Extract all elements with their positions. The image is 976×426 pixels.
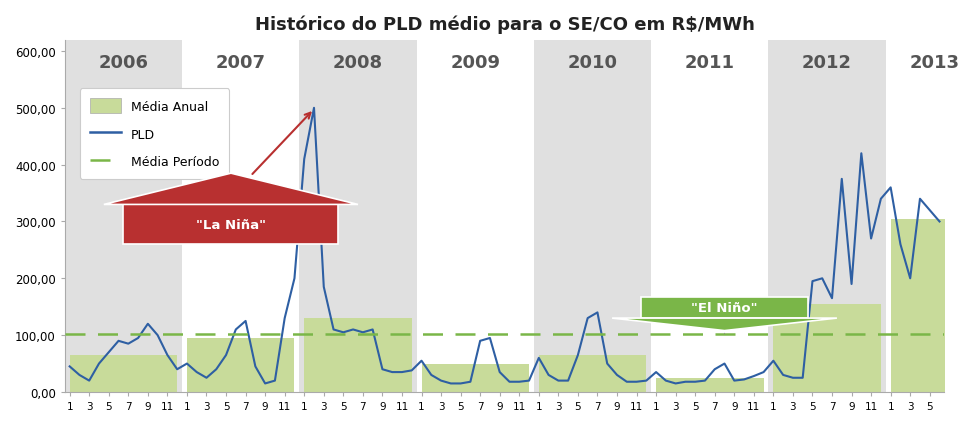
Text: 2008: 2008 [333,54,383,72]
Text: 2012: 2012 [802,54,852,72]
Text: 2010: 2010 [568,54,618,72]
Bar [64,40,183,392]
Polygon shape [103,174,358,205]
Bar [768,40,886,392]
Legend: Média Anual, PLD, Média Período: Média Anual, PLD, Média Período [80,89,229,179]
Polygon shape [612,318,836,331]
Text: 2007: 2007 [216,54,265,72]
Title: Histórico do PLD médio para o SE/CO em R$/MWh: Histórico do PLD médio para o SE/CO em R… [255,15,754,33]
Text: "La Niña": "La Niña" [196,218,265,231]
Text: 2013: 2013 [910,54,959,72]
Text: 2009: 2009 [450,54,501,72]
Text: 2006: 2006 [99,54,148,72]
Polygon shape [641,297,807,318]
Bar [300,40,417,392]
Polygon shape [123,205,339,245]
Text: 2011: 2011 [685,54,735,72]
Text: "El Niño": "El Niño" [691,301,757,314]
Bar [534,40,651,392]
